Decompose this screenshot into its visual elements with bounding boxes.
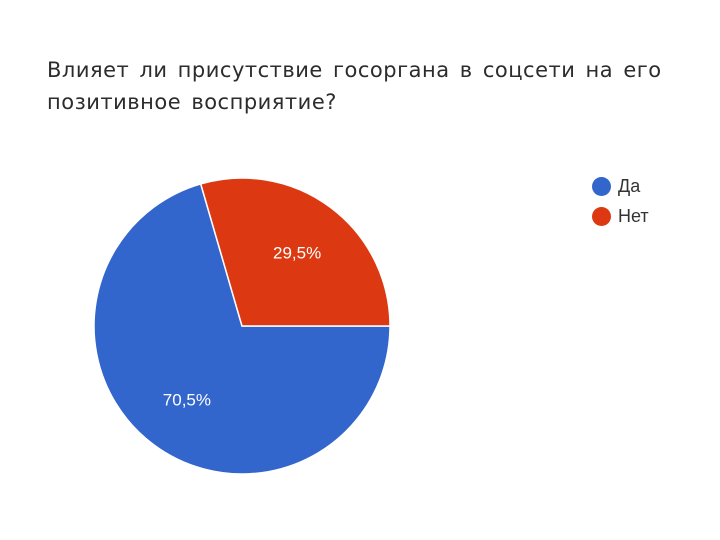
legend-item-net: Нет [592,206,649,227]
pie-slices [93,177,391,475]
pie-slice-net [199,177,391,327]
legend-item-da: Да [592,176,649,197]
legend-swatch-da [592,177,611,196]
legend-swatch-net [592,207,611,226]
pie-label-net: 29,5% [273,244,321,263]
chart-legend: Да Нет [592,176,649,236]
legend-label-net: Нет [618,206,649,226]
chart-title: Влияет ли присутствие госоргана в соцсет… [47,58,662,114]
pie-label-da: 70,5% [163,390,211,409]
legend-label-da: Да [618,176,641,196]
pie-slice-da [93,182,391,475]
pie-labels: 70,5% 29,5% [163,244,321,410]
